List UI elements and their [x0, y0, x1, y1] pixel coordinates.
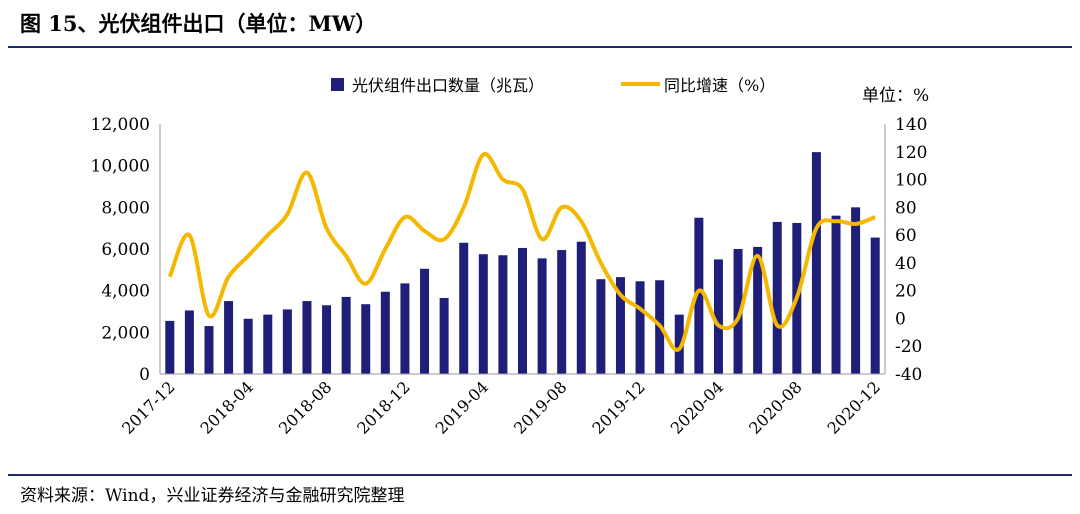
- bar-2019-02: [439, 297, 449, 374]
- right-tick-label: 40: [895, 254, 917, 274]
- legend-bar-label: 光伏组件出口数量（兆瓦）: [352, 76, 544, 95]
- right-tick-label: -40: [895, 365, 922, 385]
- figure-title: 图 15、光伏组件出口（单位：MW）: [20, 11, 377, 36]
- bar-2020-10: [831, 215, 841, 374]
- x-tick-label: 2019-04: [432, 377, 492, 437]
- right-tick-label: 120: [895, 143, 927, 163]
- bar-2020-09: [811, 152, 821, 374]
- bar-2018-07: [302, 301, 312, 374]
- bar-2020-11: [851, 207, 861, 374]
- bar-2019-08: [557, 250, 567, 374]
- right-axis-unit: 单位：%: [862, 86, 929, 106]
- left-tick-label: 2,000: [101, 323, 150, 343]
- x-tick-label: 2020-08: [745, 377, 805, 437]
- top-rule: [8, 46, 1072, 48]
- bar-2018-10: [361, 304, 371, 374]
- legend-bar-swatch: [331, 78, 344, 91]
- bar-2018-04: [243, 318, 253, 374]
- right-tick-label: 0: [895, 309, 906, 329]
- right-tick-label: 80: [895, 198, 917, 218]
- bar-2019-04: [478, 254, 488, 374]
- source-note: 资料来源：Wind，兴业证券经济与金融研究院整理: [20, 486, 405, 506]
- bar-2019-09: [576, 241, 586, 374]
- x-tick-label: 2018-12: [353, 377, 413, 437]
- bar-2018-11: [380, 291, 390, 374]
- bar-2018-02: [204, 326, 214, 374]
- x-tick-label: 2019-08: [510, 377, 570, 437]
- bar-2020-05: [733, 249, 743, 374]
- bar-2020-07: [772, 221, 782, 374]
- x-tick-label: 2018-04: [197, 377, 257, 437]
- growth-rate-line: [167, 152, 876, 352]
- bar-2019-07: [537, 258, 547, 374]
- bar-2019-05: [498, 255, 508, 374]
- bar-2018-03: [224, 301, 234, 374]
- bar-2018-08: [322, 305, 332, 374]
- right-tick-label: -20: [895, 337, 922, 357]
- bar-2017-12: [165, 320, 175, 374]
- bar-2020-06: [753, 246, 763, 374]
- bar-2020-03: [694, 217, 704, 374]
- bar-2019-10: [596, 279, 606, 374]
- bar-2019-11: [615, 277, 625, 374]
- legend-line-label: 同比增速（%）: [664, 76, 775, 95]
- bar-2019-01: [420, 268, 430, 374]
- x-tick-label: 2020-04: [667, 377, 727, 437]
- bar-2020-04: [713, 259, 723, 374]
- left-tick-label: 12,000: [91, 115, 150, 135]
- bar-2019-03: [459, 242, 469, 374]
- right-tick-label: 20: [895, 282, 917, 302]
- bar-2020-12: [870, 237, 880, 374]
- bar-2018-09: [341, 296, 351, 374]
- bottom-rule: [8, 474, 1072, 476]
- x-tick-label: 2020-12: [824, 377, 884, 437]
- bar-2018-01: [184, 310, 194, 374]
- x-tick-label: 2017-12: [118, 377, 178, 437]
- left-tick-label: 10,000: [91, 157, 150, 177]
- combo-chart: 0 2,000 4,000 6,000 8,000 10,000 12,000 -40 -20 0…: [91, 76, 930, 438]
- bar-2020-02: [674, 314, 684, 374]
- bar-2019-06: [518, 247, 527, 374]
- bar-2018-06: [282, 309, 292, 374]
- left-tick-label: 4,000: [101, 282, 150, 302]
- x-tick-label: 2019-12: [588, 377, 648, 437]
- bar-2018-05: [263, 314, 273, 374]
- right-tick-label: 100: [895, 171, 927, 191]
- left-tick-label: 8,000: [101, 198, 150, 218]
- bar-2018-12: [400, 283, 410, 374]
- left-tick-label: 6,000: [101, 240, 150, 260]
- x-tick-label: 2018-08: [275, 377, 335, 437]
- right-tick-label: 60: [895, 226, 917, 246]
- right-tick-label: 140: [895, 115, 927, 135]
- bar-2019-12: [635, 281, 645, 374]
- left-tick-label: 0: [139, 365, 150, 385]
